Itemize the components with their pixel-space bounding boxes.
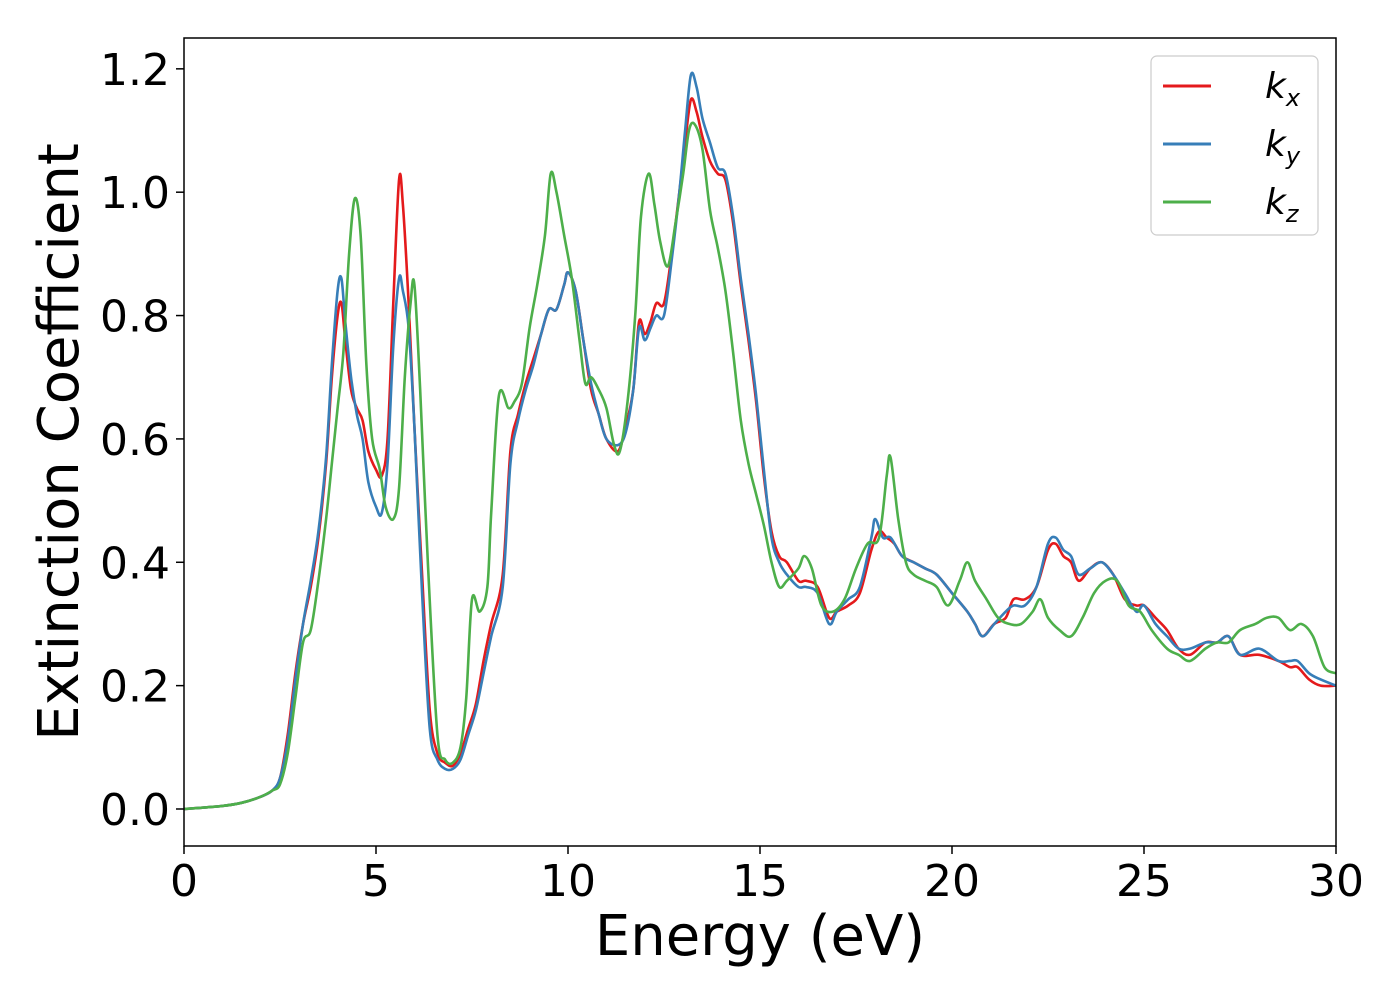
y-tick-label: 0.8	[100, 292, 170, 343]
x-axis-label: Energy (eV)	[595, 904, 925, 969]
y-tick-label: 0.4	[100, 538, 170, 589]
y-tick-label: 0.6	[100, 415, 170, 466]
x-tick-label: 20	[924, 856, 980, 907]
y-axis-label: Extinction Coefficient	[27, 143, 92, 741]
series-line-kz	[184, 121, 1336, 811]
x-tick-label: 15	[732, 856, 788, 907]
series-line-ky	[184, 71, 1336, 811]
legend-box	[1150, 55, 1319, 236]
x-tick-label: 10	[540, 856, 596, 907]
y-tick-label: 0.2	[100, 662, 170, 713]
x-axis-ticks: 0 5 10 15 20 25 30	[170, 846, 1364, 907]
x-tick-label: 25	[1116, 856, 1172, 907]
y-tick-label: 1.0	[100, 168, 170, 219]
x-tick-label: 0	[170, 856, 198, 907]
x-tick-label: 5	[362, 856, 390, 907]
y-tick-label: 0.0	[100, 785, 170, 836]
y-tick-label: 1.2	[100, 45, 170, 96]
y-axis-ticks: 0.0 0.2 0.4 0.6 0.8 1.0 1.2	[100, 45, 184, 836]
legend-label-kx: kx	[1265, 66, 1301, 112]
legend: kx ky kz	[1150, 55, 1319, 236]
x-tick-label: 30	[1308, 856, 1364, 907]
legend-label-kz: kz	[1265, 182, 1300, 228]
legend-label-ky: ky	[1265, 124, 1301, 170]
series-layer	[184, 71, 1336, 811]
